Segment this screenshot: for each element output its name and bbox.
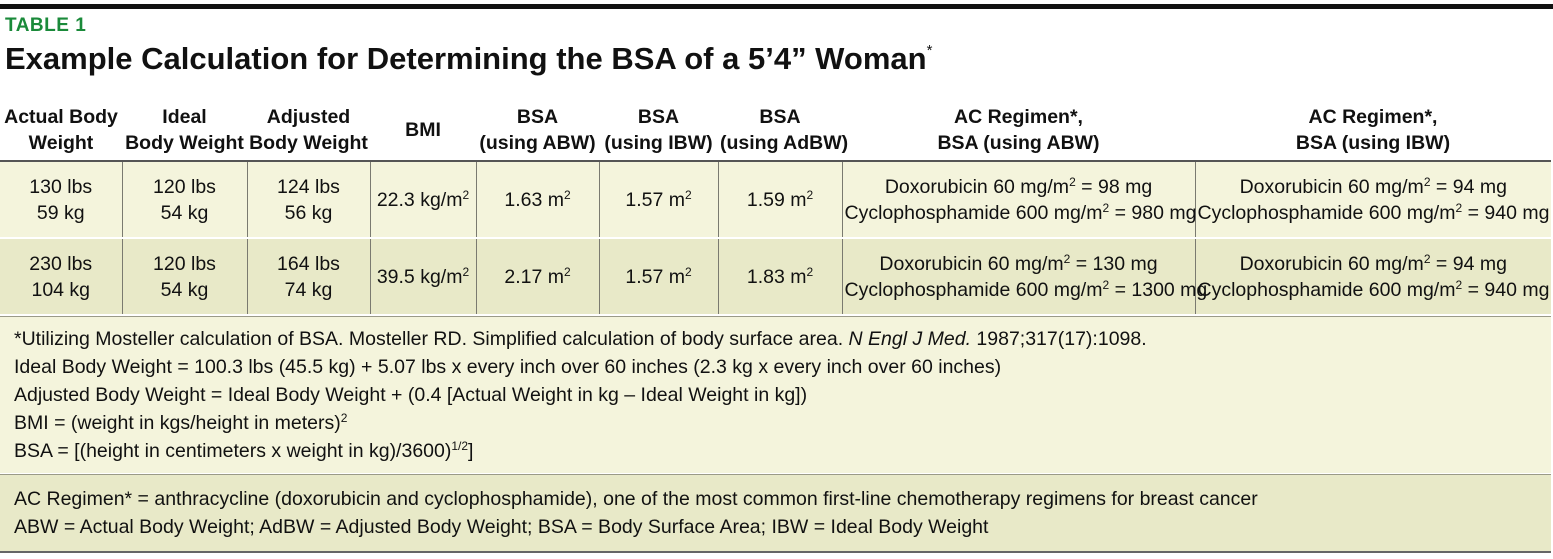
table-row: 230 lbs 104 kg 120 lbs 54 kg 164 lbs 74 kg … (0, 238, 1551, 314)
title-asterisk: * (926, 42, 933, 59)
footnote-bsa: BSA = [(height in centimeters x weight i… (14, 439, 474, 462)
cell-bsa-abw: 2.17 m2 (475, 238, 599, 314)
table-label: TABLE 1 (5, 15, 87, 36)
cell-bsa-ibw: 1.57 m2 (598, 238, 718, 314)
header-bmi: BMI (370, 99, 476, 162)
cell-bsa-adbw: 1.83 m2 (717, 238, 842, 314)
cell-ideal-weight: 120 lbs 54 kg (121, 238, 247, 314)
table-row: 130 lbs 59 kg 120 lbs 54 kg 124 lbs 56 kg 2… (0, 161, 1551, 239)
header-ideal-body-weight: Ideal Body Weight (122, 99, 247, 162)
header-bsa-abw: BSA (using ABW) (476, 99, 599, 162)
abbreviation-ac-regimen: AC Regimen* = anthracycline (doxorubicin… (14, 488, 1258, 510)
cell-bsa-adbw: 1.59 m2 (717, 161, 842, 239)
header-bsa-adbw: BSA (using AdBW) (718, 99, 848, 162)
cell-bsa-abw: 1.63 m2 (475, 161, 599, 239)
cell-ideal-weight: 120 lbs 54 kg (121, 161, 247, 239)
footnote-adjusted-weight: Adjusted Body Weight = Ideal Body Weight… (14, 384, 808, 406)
header-regimen-abw: AC Regimen*, BSA (using ABW) (842, 99, 1195, 162)
cell-adjusted-weight: 164 lbs 74 kg (246, 238, 370, 314)
table-title-text: Example Calculation for Determining the … (5, 41, 927, 76)
cell-bmi: 22.3 kg/m2 (369, 161, 476, 239)
abbreviations: AC Regimen* = anthracycline (doxorubicin… (0, 474, 1551, 552)
header-regimen-ibw: AC Regimen*, BSA (using IBW) (1195, 99, 1551, 162)
cell-bmi: 39.5 kg/m2 (369, 238, 476, 314)
footnote-bmi: BMI = (weight in kgs/height in meters)2 (14, 411, 348, 434)
top-rule (0, 4, 1553, 9)
cell-regimen-abw: Doxorubicin 60 mg/m2 = 130 mg Cyclophosph… (841, 238, 1207, 314)
cell-adjusted-weight: 124 lbs 56 kg (246, 161, 370, 239)
cell-regimen-ibw: Doxorubicin 60 mg/m2 = 94 mg Cyclophospha… (1194, 161, 1551, 239)
cell-actual-weight: 130 lbs 59 kg (0, 161, 122, 239)
footnote-mosteller: *Utilizing Mosteller calculation of BSA.… (14, 328, 1147, 350)
header-adjusted-body-weight: Adjusted Body Weight (247, 99, 370, 162)
footnote-ideal-weight: Ideal Body Weight = 100.3 lbs (45.5 kg) … (14, 356, 1002, 378)
bottom-rule (0, 551, 1551, 553)
abbreviation-list: ABW = Actual Body Weight; AdBW = Adjuste… (14, 516, 989, 538)
header-actual-body-weight: Actual Body Weight (0, 99, 122, 162)
cell-bsa-ibw: 1.57 m2 (598, 161, 718, 239)
cell-regimen-ibw: Doxorubicin 60 mg/m2 = 94 mg Cyclophospha… (1194, 238, 1551, 314)
cell-regimen-abw: Doxorubicin 60 mg/m2 = 98 mg Cyclophospha… (841, 161, 1196, 239)
footnotes: *Utilizing Mosteller calculation of BSA.… (0, 316, 1551, 473)
header-row: Actual Body Weight Ideal Body Weight Adjus… (0, 99, 1551, 162)
table-title: Example Calculation for Determining the … (5, 41, 932, 77)
header-bsa-ibw: BSA (using IBW) (599, 99, 718, 162)
bsa-table: Actual Body Weight Ideal Body Weight Adjus… (0, 99, 1551, 314)
cell-actual-weight: 230 lbs 104 kg (0, 238, 122, 314)
journal-name: N Engl J Med. (848, 328, 971, 350)
